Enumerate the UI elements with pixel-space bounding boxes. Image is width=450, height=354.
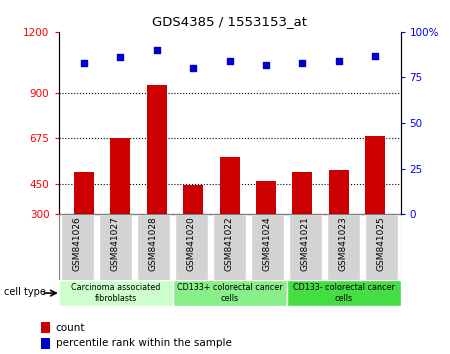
Bar <box>40 338 50 349</box>
Text: GSM841026: GSM841026 <box>73 216 82 271</box>
Point <box>335 58 342 64</box>
Bar <box>172 280 287 306</box>
Bar <box>58 280 172 306</box>
Point <box>371 53 378 58</box>
Bar <box>61 214 94 280</box>
Bar <box>110 138 130 214</box>
Text: count: count <box>56 322 86 332</box>
Bar <box>292 172 312 214</box>
Text: percentile rank within the sample: percentile rank within the sample <box>56 338 232 348</box>
Point <box>262 62 270 68</box>
Text: CD133- colorectal cancer
cells: CD133- colorectal cancer cells <box>292 283 395 303</box>
Bar <box>256 181 276 214</box>
Text: GSM841027: GSM841027 <box>111 216 120 271</box>
Bar <box>327 214 360 280</box>
Bar <box>74 172 94 214</box>
Bar <box>287 280 400 306</box>
Bar <box>176 214 207 280</box>
Title: GDS4385 / 1553153_at: GDS4385 / 1553153_at <box>152 15 307 28</box>
Bar <box>183 185 203 214</box>
Bar <box>328 170 349 214</box>
Text: GSM841024: GSM841024 <box>263 216 272 271</box>
Text: GSM841025: GSM841025 <box>377 216 386 271</box>
Text: GSM841023: GSM841023 <box>339 216 348 271</box>
Point <box>226 58 233 64</box>
Bar <box>137 214 170 280</box>
Bar <box>147 85 167 214</box>
Text: CD133+ colorectal cancer
cells: CD133+ colorectal cancer cells <box>177 283 282 303</box>
Point <box>81 60 88 66</box>
Bar <box>99 214 132 280</box>
Bar <box>220 158 239 214</box>
Bar <box>40 322 50 333</box>
Text: GSM841022: GSM841022 <box>225 216 234 271</box>
Point <box>117 55 124 60</box>
Text: cell type: cell type <box>4 287 46 297</box>
Point <box>153 47 160 53</box>
Text: Carcinoma associated
fibroblasts: Carcinoma associated fibroblasts <box>71 283 160 303</box>
Point <box>189 65 197 71</box>
Bar <box>365 214 398 280</box>
Text: GSM841028: GSM841028 <box>149 216 158 271</box>
Bar <box>289 214 322 280</box>
Text: GSM841021: GSM841021 <box>301 216 310 271</box>
Bar <box>213 214 246 280</box>
Point <box>299 60 306 66</box>
Bar <box>365 136 385 214</box>
Bar <box>252 214 284 280</box>
Text: GSM841020: GSM841020 <box>187 216 196 271</box>
